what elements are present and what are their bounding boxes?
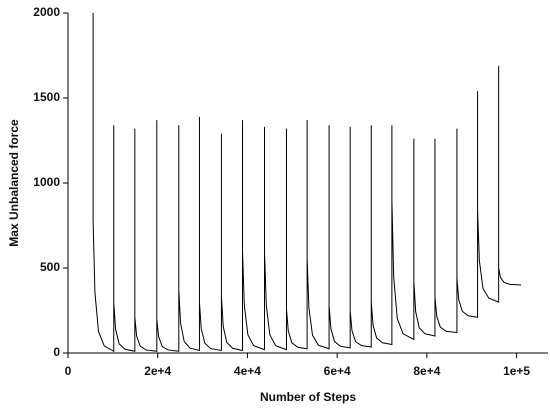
y-tick-label: 0 <box>53 345 60 359</box>
x-axis-label: Number of Steps <box>260 390 356 404</box>
y-tick-label: 1500 <box>33 90 60 104</box>
y-tick-label: 1000 <box>33 175 60 189</box>
x-tick-label: 0 <box>65 364 72 378</box>
y-tick-label: 2000 <box>33 5 60 19</box>
x-tick-label: 4e+4 <box>234 364 261 378</box>
x-tick-label: 8e+4 <box>413 364 440 378</box>
x-tick-label: 1e+5 <box>503 364 530 378</box>
x-tick-label: 2e+4 <box>144 364 171 378</box>
data-line <box>92 13 522 353</box>
y-tick-label: 500 <box>40 260 60 274</box>
x-tick-label: 6e+4 <box>324 364 351 378</box>
y-axis-label: Max Unbalanced force <box>7 119 21 247</box>
